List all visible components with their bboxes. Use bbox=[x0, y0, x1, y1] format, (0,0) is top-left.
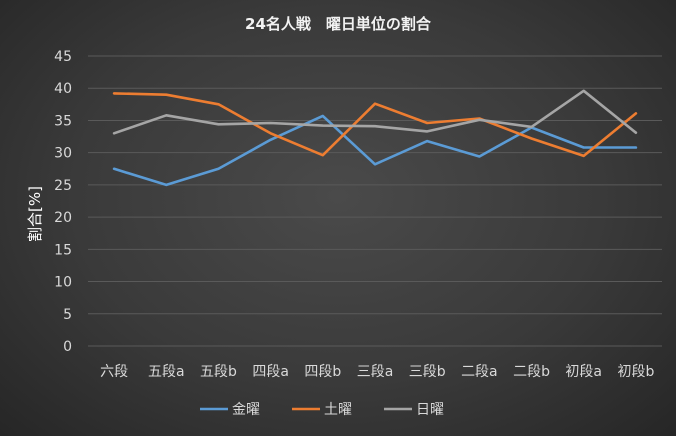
x-tick-label: 初段a bbox=[565, 363, 602, 380]
legend-label: 日曜 bbox=[416, 402, 444, 418]
x-tick-label: 三段a bbox=[357, 364, 394, 380]
x-tick-label: 五段a bbox=[148, 364, 185, 380]
series-lines bbox=[112, 89, 638, 187]
x-tick-label: 二段a bbox=[461, 364, 498, 380]
y-tick-label: 0 bbox=[63, 339, 72, 355]
gridlines bbox=[88, 55, 662, 347]
series-line-0 bbox=[112, 114, 638, 187]
y-tick-label: 45 bbox=[54, 49, 72, 65]
x-tick-label: 二段b bbox=[513, 364, 550, 380]
x-tick-label: 三段b bbox=[409, 364, 446, 380]
y-tick-label: 25 bbox=[54, 178, 72, 194]
y-tick-label: 15 bbox=[54, 242, 72, 258]
x-tick-label: 四段b bbox=[304, 364, 341, 380]
series-line-1 bbox=[112, 92, 638, 158]
legend: 金曜 土曜 日曜 bbox=[200, 402, 444, 418]
y-axis-ticks: 0 5 10 15 20 25 30 35 40 45 bbox=[54, 49, 72, 355]
y-tick-label: 30 bbox=[54, 146, 72, 162]
legend-label: 金曜 bbox=[232, 402, 260, 418]
y-tick-label: 10 bbox=[54, 275, 72, 291]
y-tick-label: 35 bbox=[54, 113, 72, 129]
chart-title: 24名人戦 曜日単位の割合 bbox=[245, 15, 432, 33]
y-tick-label: 40 bbox=[54, 81, 72, 97]
y-tick-label: 5 bbox=[63, 307, 72, 323]
series-line-2 bbox=[112, 89, 638, 135]
legend-label: 土曜 bbox=[324, 402, 352, 418]
y-axis-label: 割合[%] bbox=[26, 186, 44, 242]
x-tick-label: 初段b bbox=[617, 363, 654, 380]
x-axis-ticks: 六段 五段a 五段b 四段a 四段b 三段a 三段b 二段a 二段b 初段a 初段b bbox=[100, 363, 654, 380]
x-tick-label: 五段b bbox=[200, 364, 237, 380]
y-tick-label: 20 bbox=[54, 210, 72, 226]
x-tick-label: 六段 bbox=[100, 364, 128, 380]
x-tick-label: 四段a bbox=[252, 364, 289, 380]
